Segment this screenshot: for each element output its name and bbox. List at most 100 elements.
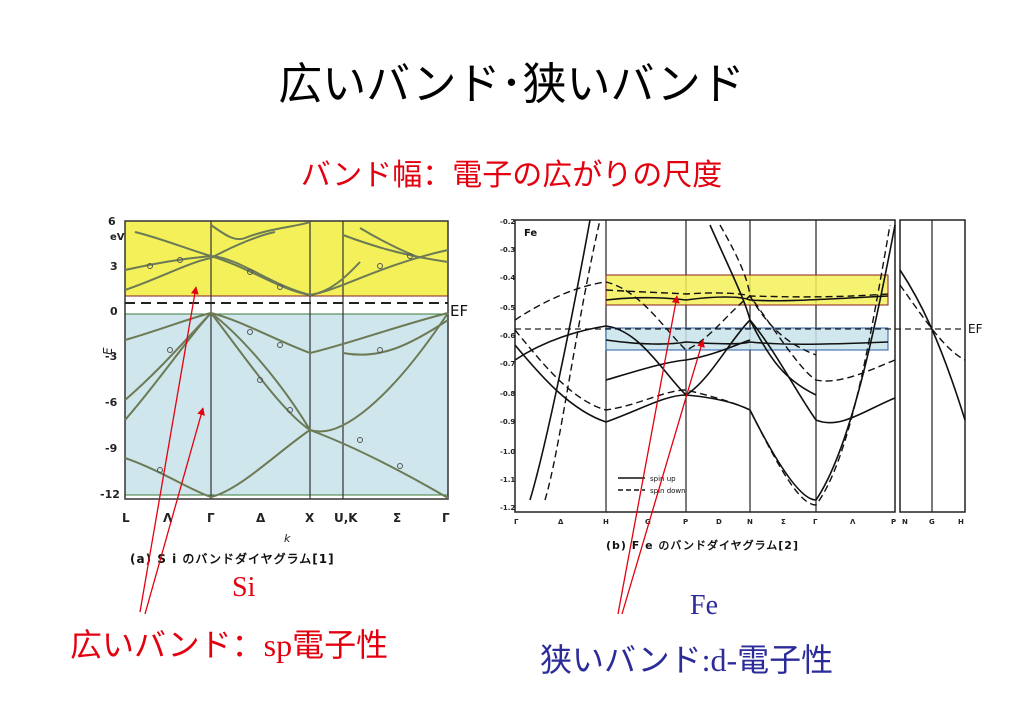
- si-ef-label: EF: [450, 302, 468, 320]
- fe-band-up: [514, 318, 896, 424]
- si-marker: [247, 269, 253, 275]
- si-y-tick: -12: [100, 488, 120, 501]
- fe-y-tick: -0.8: [500, 390, 515, 398]
- si-cband-1: [124, 249, 449, 297]
- fe-band-up: [514, 224, 896, 501]
- si-marker: [277, 284, 283, 290]
- fe-k-tick: P: [683, 518, 688, 526]
- narrow-band-d: :d-: [701, 642, 738, 678]
- si-k-tick: Σ: [393, 511, 401, 525]
- fe-k-tick: Σ: [781, 518, 786, 526]
- fe-lower-band-highlight: [605, 327, 889, 351]
- si-marker: [247, 329, 253, 335]
- si-y-tick: -9: [105, 442, 117, 455]
- fe-k-tick: D: [716, 518, 722, 526]
- narrow-band-prefix: 狭いバンド: [540, 641, 702, 679]
- si-valence-band-highlight: [124, 313, 449, 496]
- si-marker: [377, 347, 383, 353]
- fe-sym-lines: [605, 220, 933, 512]
- fe-y-tick-labels: -0.2 -0.3 -0.4 -0.5 -0.6 -0.7 -0.8 -0.9 …: [500, 218, 515, 512]
- si-marker: [397, 463, 403, 469]
- fe-upper-band-highlight: [605, 274, 889, 306]
- fe-k-tick: H: [603, 518, 609, 526]
- fe-band-down: [544, 219, 601, 501]
- fe-y-tick: -1.0: [500, 448, 515, 456]
- fe-element-tag: Fe: [524, 228, 537, 239]
- fe-k-tick: N: [902, 518, 908, 526]
- fe-y-tick: -1.1: [500, 476, 515, 484]
- si-vband-1: [124, 311, 449, 355]
- si-plot-frame: [124, 220, 449, 500]
- fe-k-tick: Δ: [558, 518, 564, 526]
- si-k-axis-label: k: [284, 532, 291, 545]
- wide-band-sp: sp: [263, 627, 293, 663]
- si-k-tick: Δ: [256, 511, 266, 525]
- wide-band-annotation: 広いバンド：sp電子性: [70, 620, 388, 666]
- fe-k-tick: Λ: [850, 518, 856, 526]
- si-vband-2: [124, 311, 449, 433]
- fe-band-down: [719, 224, 817, 356]
- fe-element-label: Fe: [690, 590, 718, 621]
- fe-k-tick: G: [929, 518, 935, 526]
- slide-subtitle: バンド幅：電子の広がりの尺度: [300, 158, 723, 193]
- fe-y-tick: -1.2: [500, 504, 515, 512]
- si-k-tick: Γ: [207, 511, 215, 525]
- arrow-wide-to-si-valence: [144, 407, 205, 615]
- si-y-tick: -3: [105, 350, 117, 363]
- fe-y-tick: -0.5: [500, 304, 515, 312]
- narrow-band-annotation: 狭いバンド:d-電子性: [540, 635, 833, 681]
- fe-bands-spin-down: [514, 219, 966, 506]
- fe-k-tick: H: [958, 518, 964, 526]
- si-cband-5: [342, 234, 449, 263]
- si-k-tick: Λ: [163, 511, 173, 525]
- fe-k-tick: P: [891, 518, 896, 526]
- si-cband-2: [124, 231, 276, 291]
- si-k-tick-labels: L Λ Γ Δ X U,K Σ Γ: [122, 511, 450, 525]
- si-element-label: Si: [232, 572, 256, 603]
- si-y-tick: -6: [105, 396, 118, 409]
- fe-k-tick-labels: Γ Δ H G P D N Σ Γ Λ P N G H: [514, 518, 964, 526]
- fe-k-tick: Γ: [813, 518, 818, 526]
- si-marker: [177, 257, 183, 263]
- fe-band-up: [899, 269, 966, 421]
- si-band-markers: [147, 253, 413, 473]
- wide-band-prefix: 広いバンド：: [70, 626, 264, 664]
- si-k-tick: U,K: [334, 511, 358, 525]
- fe-y-tick: -0.2: [500, 218, 515, 226]
- si-marker: [407, 253, 413, 259]
- fe-legend: spin up spin down: [618, 475, 686, 495]
- si-conduction-bands: [124, 221, 449, 297]
- arrow-narrow-to-fe-lower: [621, 339, 705, 615]
- wide-band-suffix: 電子性: [292, 626, 389, 664]
- si-caption: (a) S i のバンドダイヤグラム[1]: [130, 551, 335, 566]
- fe-ef-label: EF: [968, 322, 983, 336]
- si-cband-6: [359, 227, 421, 259]
- si-ev-label: eV: [110, 232, 125, 243]
- si-marker: [287, 407, 293, 413]
- si-vband-5: [342, 319, 449, 356]
- fe-k-tick: Γ: [514, 518, 519, 526]
- arrow-narrow-to-fe-upper: [617, 295, 680, 615]
- annotation-arrows: [139, 286, 705, 615]
- si-y-tick: 0: [110, 305, 118, 318]
- si-energy-axis-symbol: E: [101, 347, 115, 355]
- fe-bands-spin-up: [514, 219, 966, 501]
- si-conduction-band-highlight: [124, 220, 449, 297]
- fe-band-up: [529, 219, 591, 501]
- si-marker: [257, 377, 263, 383]
- fe-band-down: [899, 284, 966, 361]
- si-marker: [157, 467, 163, 473]
- fe-y-tick: -0.9: [500, 418, 515, 426]
- fe-band-up: [605, 295, 889, 302]
- fe-band-down: [514, 224, 891, 506]
- fe-band-up: [605, 339, 889, 346]
- si-marker: [277, 342, 283, 348]
- si-marker: [147, 263, 153, 269]
- si-y-tick: 6: [108, 215, 116, 228]
- si-marker: [357, 437, 363, 443]
- slide-title: 広いバンド･狭いバンド: [278, 59, 745, 110]
- si-band-diagram: 6 3 0 -3 -6 -9 -12 eV E EF L Λ Γ Δ X U,K…: [100, 215, 468, 566]
- si-y-tick-labels: 6 3 0 -3 -6 -9 -12: [100, 215, 120, 501]
- si-cband-3: [134, 231, 361, 297]
